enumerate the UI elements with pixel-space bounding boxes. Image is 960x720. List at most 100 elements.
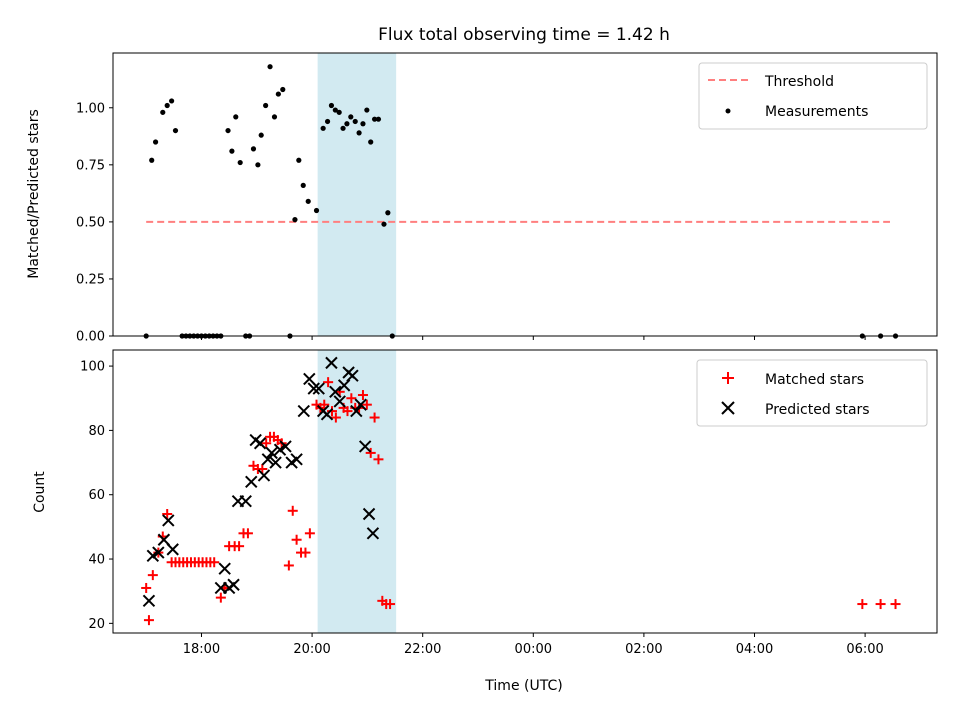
measurement-point bbox=[348, 114, 354, 120]
matched-point bbox=[147, 570, 158, 581]
matched-point bbox=[304, 528, 315, 539]
bottom-y-tick-label: 100 bbox=[80, 360, 105, 375]
bottom-y-tick-label: 40 bbox=[88, 553, 105, 568]
measurement-point bbox=[275, 91, 281, 97]
predicted-point bbox=[320, 408, 334, 421]
top-y-tick-label: 0.00 bbox=[76, 330, 105, 345]
predicted-point bbox=[329, 385, 342, 399]
predicted-point bbox=[152, 546, 165, 559]
measurement-point bbox=[324, 118, 331, 125]
x-tick-label: 22:00 bbox=[404, 642, 441, 657]
measurement-point bbox=[356, 130, 362, 136]
bottom-legend: Matched stars Predicted stars bbox=[696, 359, 928, 427]
measurements-legend-swatch bbox=[725, 108, 731, 114]
top-y-axis-label: Matched/Predicted stars bbox=[26, 109, 42, 279]
measurement-point bbox=[292, 217, 298, 223]
matched-point bbox=[261, 438, 272, 449]
matched-point bbox=[373, 454, 384, 465]
measurement-point bbox=[296, 157, 302, 163]
measurement-point bbox=[255, 162, 261, 168]
bottom-axes-frame bbox=[112, 349, 938, 634]
measurement-point bbox=[385, 210, 391, 216]
top-y-tick-label: 0.50 bbox=[76, 215, 105, 230]
measurement-point bbox=[258, 132, 264, 138]
matched-point bbox=[357, 390, 368, 401]
matched-point bbox=[242, 528, 253, 539]
matched-point bbox=[287, 505, 298, 516]
predicted-point bbox=[253, 437, 267, 450]
x-tick-label: 00:00 bbox=[515, 642, 552, 657]
measurement-point bbox=[305, 198, 311, 204]
bottom-shaded-region bbox=[317, 350, 397, 633]
measurement-point bbox=[172, 127, 179, 134]
predicted-point bbox=[269, 456, 282, 469]
predicted-point bbox=[157, 533, 171, 546]
measurement-point bbox=[225, 127, 231, 134]
predicted-point bbox=[325, 356, 338, 370]
predicted-legend-label: Predicted stars bbox=[765, 402, 870, 418]
predicted-point bbox=[350, 404, 363, 418]
predicted-point bbox=[218, 562, 231, 575]
matched-legend-label: Matched stars bbox=[765, 372, 864, 388]
bottom-panel: 20 40 60 80 100 18:00 20:00 22:00 00:00 02:00 04:… bbox=[32, 349, 938, 694]
matched-point bbox=[890, 599, 901, 610]
x-tick-label: 02:00 bbox=[625, 642, 662, 657]
measurement-point bbox=[352, 118, 358, 125]
predicted-point bbox=[162, 514, 175, 527]
measurement-point bbox=[375, 116, 382, 122]
predicted-point bbox=[362, 507, 376, 521]
matched-point bbox=[369, 412, 380, 423]
predicted-point bbox=[261, 453, 275, 466]
measurement-point bbox=[237, 159, 243, 166]
predicted-point bbox=[333, 395, 346, 408]
x-tick-label: 20:00 bbox=[293, 642, 330, 657]
matched-point bbox=[215, 592, 226, 603]
predicted-point bbox=[265, 446, 278, 460]
matched-point bbox=[162, 509, 173, 520]
predicted-point bbox=[297, 404, 310, 418]
measurement-point bbox=[336, 109, 342, 115]
top-panel: 0.00 0.25 0.50 0.75 1.00 Matched/Predicted s… bbox=[26, 52, 938, 345]
matched-point bbox=[330, 412, 341, 423]
measurement-point bbox=[368, 139, 374, 145]
measurement-point bbox=[233, 114, 239, 120]
measurement-point bbox=[263, 102, 269, 109]
matched-point bbox=[342, 406, 353, 417]
measurement-point bbox=[164, 102, 170, 109]
measurement-point bbox=[340, 125, 346, 131]
measurement-point bbox=[300, 182, 306, 188]
x-tick-label: 06:00 bbox=[846, 642, 883, 657]
top-y-tick-label: 0.75 bbox=[76, 158, 105, 173]
matched-point bbox=[326, 406, 337, 417]
matched-point bbox=[283, 560, 294, 571]
bottom-y-tick-label: 80 bbox=[88, 424, 105, 439]
matched-point bbox=[365, 447, 376, 458]
predicted-point bbox=[307, 382, 320, 395]
measurements-legend-label: Measurements bbox=[765, 104, 868, 120]
matched-point bbox=[361, 399, 372, 410]
measurement-point bbox=[313, 207, 320, 214]
top-axes-frame bbox=[112, 52, 938, 337]
top-legend: Threshold Measurements bbox=[698, 62, 928, 130]
predicted-point bbox=[366, 527, 380, 540]
matched-point bbox=[257, 463, 268, 474]
matched-point bbox=[300, 547, 311, 558]
measurement-point bbox=[371, 116, 378, 122]
predicted-point bbox=[290, 453, 303, 466]
predicted-point bbox=[239, 494, 252, 508]
measurement-point bbox=[149, 157, 155, 163]
predicted-point bbox=[346, 369, 359, 382]
threshold-legend-label: Threshold bbox=[764, 74, 834, 90]
x-axis-label: Time (UTC) bbox=[484, 678, 562, 694]
matched-legend-swatch bbox=[722, 372, 734, 384]
matched-point bbox=[385, 599, 396, 610]
measurement-point bbox=[320, 125, 326, 131]
measurement-point bbox=[152, 139, 159, 145]
bottom-y-axis-label: Count bbox=[32, 471, 48, 513]
measurement-point bbox=[364, 107, 370, 113]
matched-point bbox=[143, 615, 154, 626]
predicted-point bbox=[245, 475, 258, 489]
predicted-legend-swatch bbox=[721, 401, 735, 415]
x-tick-label: 18:00 bbox=[183, 642, 220, 657]
